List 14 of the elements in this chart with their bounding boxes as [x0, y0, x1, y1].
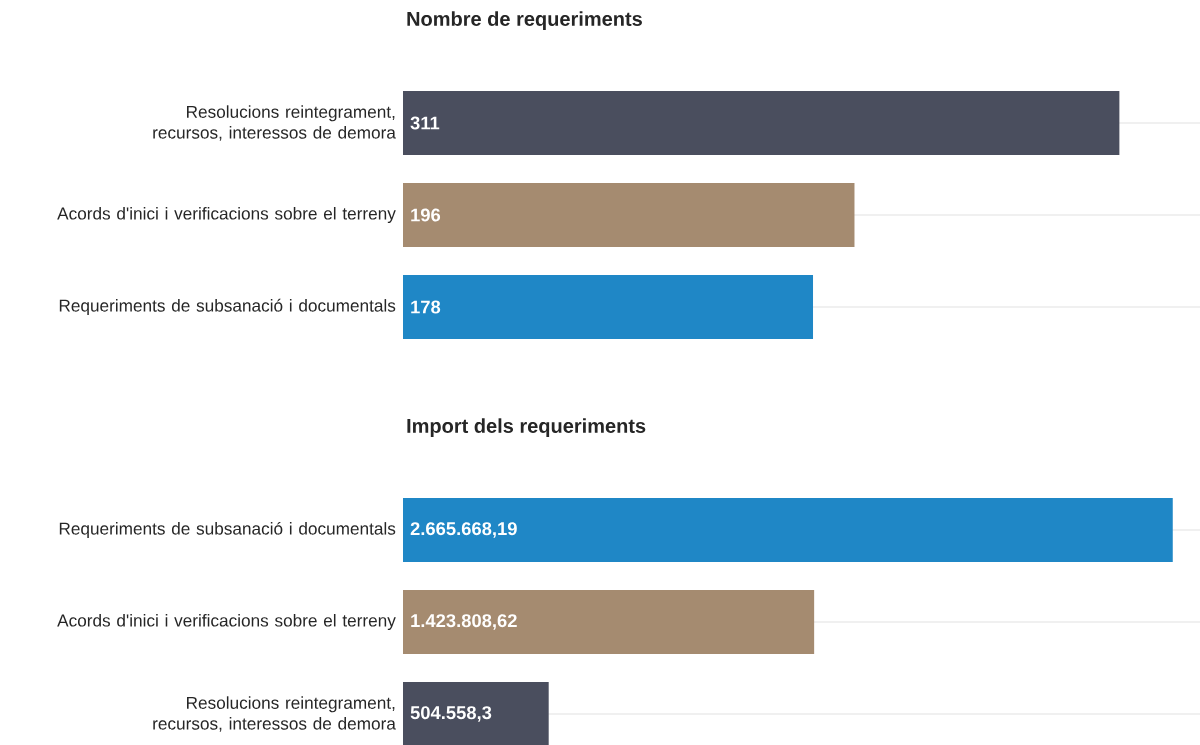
- chart-title: Nombre de requeriments: [407, 11, 642, 30]
- data-label: 311: [410, 116, 440, 130]
- y-tick-label: Resolucions reintegrament, recursos, interessos de demora: [153, 696, 396, 732]
- y-tick-label: Acords d'inici i verificacions sobre el terreny: [57, 613, 396, 631]
- y-tick-label: Resolucions reintegrament, recursos, interessos de demora: [153, 105, 396, 141]
- y-tick-label: Requeriments de subsanació i documentals: [59, 521, 396, 539]
- data-label: 504.558,3: [410, 706, 492, 722]
- y-tick-label: Requeriments de subsanació i documentals: [59, 298, 396, 316]
- data-label: 196: [411, 208, 441, 222]
- data-label: 2.665.668,19: [410, 522, 517, 538]
- y-tick-label: Acords d'inici i verificacions sobre el terreny: [57, 206, 396, 224]
- data-label: 1.423.808,62: [411, 614, 517, 630]
- chart-title: Import dels requeriments: [407, 418, 646, 437]
- data-label: 178: [411, 300, 441, 314]
